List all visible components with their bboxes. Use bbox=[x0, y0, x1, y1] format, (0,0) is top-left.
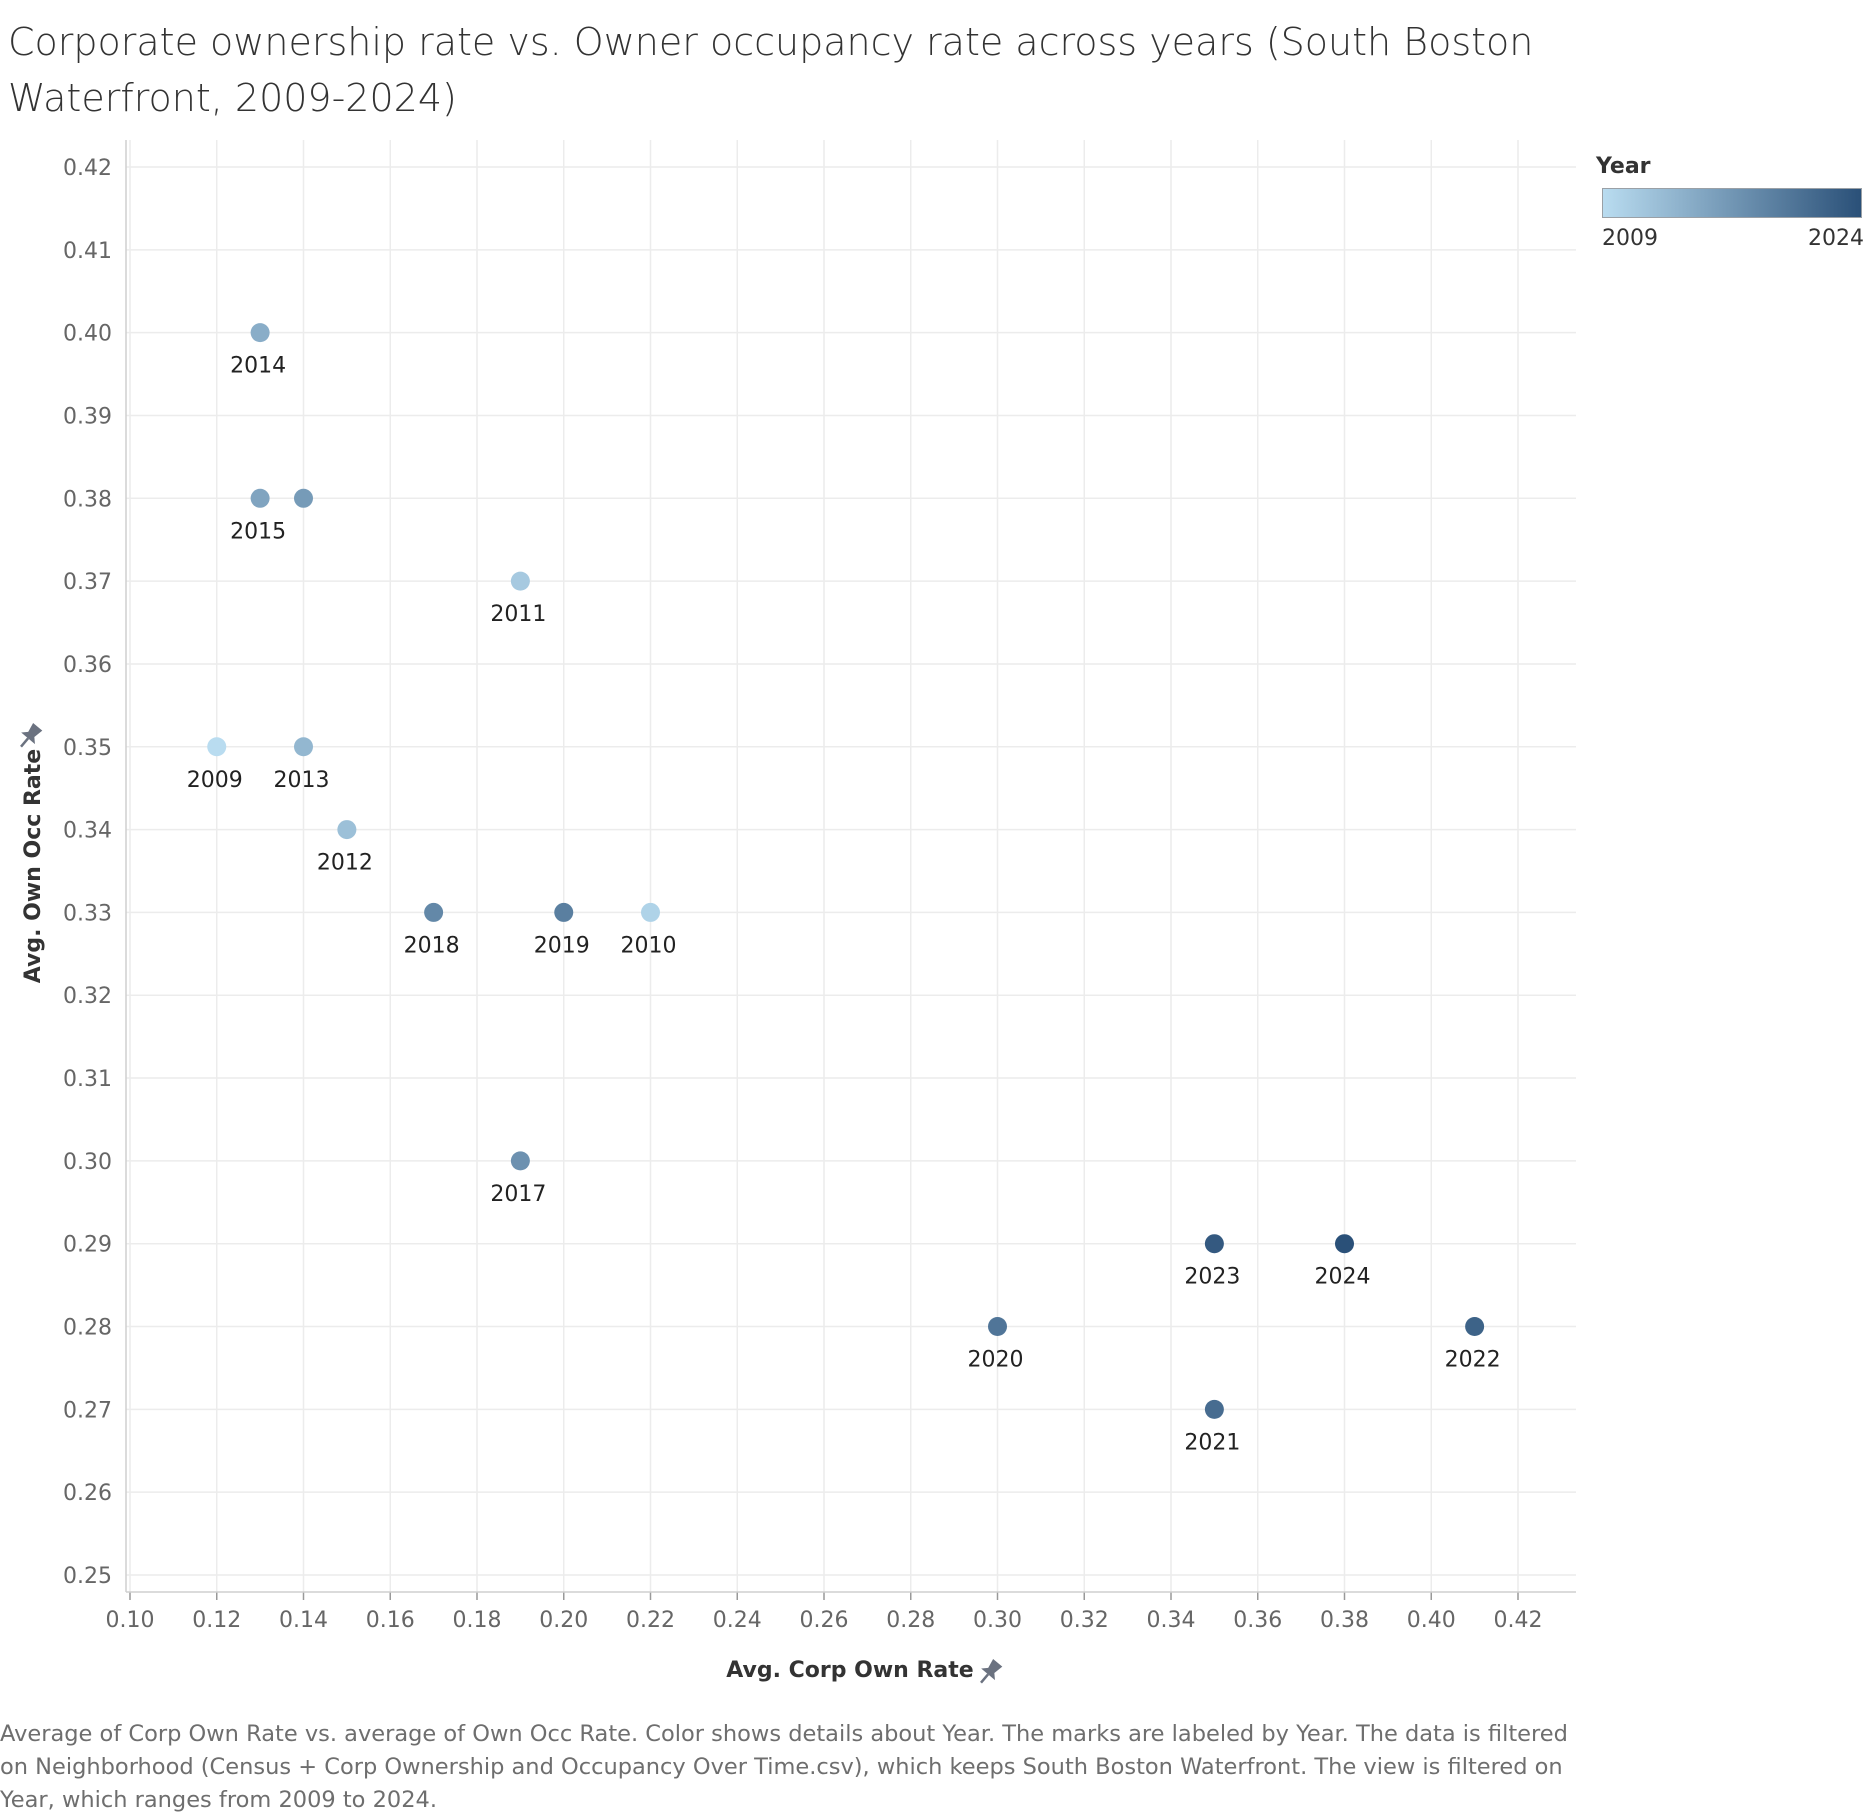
x-tick-label: 0.38 bbox=[1320, 1608, 1369, 1633]
y-tick-label: 0.26 bbox=[63, 1481, 112, 1506]
y-tick-label: 0.40 bbox=[63, 322, 112, 347]
data-point-2015[interactable] bbox=[250, 488, 270, 508]
data-labels: 2009 2010 2011 2012 2013 2014 2015 2017 2018 2019… bbox=[187, 354, 1501, 1456]
x-tick-label: 0.14 bbox=[279, 1608, 328, 1633]
y-tick-label: 0.42 bbox=[63, 156, 112, 181]
y-tick-label: 0.38 bbox=[63, 487, 112, 512]
data-point-2009[interactable] bbox=[207, 737, 227, 757]
data-label-2010: 2010 bbox=[621, 933, 677, 958]
scatter-chart: 0.10 0.12 0.14 0.16 0.18 0.20 0.22 0.24 0.26 0.28… bbox=[14, 140, 1576, 1688]
x-tick-label: 0.34 bbox=[1147, 1608, 1196, 1633]
data-point-2013[interactable] bbox=[294, 737, 313, 757]
data-point-2021[interactable] bbox=[1204, 1399, 1224, 1419]
data-label-2011: 2011 bbox=[490, 602, 546, 627]
data-label-2023: 2023 bbox=[1184, 1265, 1240, 1290]
data-label-2022: 2022 bbox=[1445, 1348, 1501, 1373]
x-tick-label: 0.16 bbox=[366, 1608, 415, 1633]
legend-title: Year bbox=[1596, 154, 1651, 179]
x-tick-label: 0.36 bbox=[1233, 1608, 1282, 1633]
y-tick-label: 0.29 bbox=[63, 1233, 112, 1258]
data-point-2020[interactable] bbox=[988, 1317, 1007, 1337]
data-point-2019[interactable] bbox=[554, 902, 574, 922]
y-tick-label: 0.36 bbox=[63, 653, 112, 678]
y-tick-label: 0.32 bbox=[63, 984, 112, 1009]
x-tick-label: 0.22 bbox=[626, 1608, 675, 1633]
data-point-2014[interactable] bbox=[250, 323, 270, 343]
y-tick-label: 0.37 bbox=[63, 570, 112, 595]
data-label-2013: 2013 bbox=[274, 768, 330, 793]
axes bbox=[125, 140, 1576, 1600]
data-label-2024: 2024 bbox=[1315, 1265, 1371, 1290]
x-tick-label: 0.18 bbox=[453, 1608, 502, 1633]
data-label-2015: 2015 bbox=[230, 519, 286, 544]
y-tick-label: 0.30 bbox=[63, 1150, 112, 1175]
data-label-2012: 2012 bbox=[317, 851, 373, 876]
y-axis-title: Avg. Own Occ Rate bbox=[21, 749, 46, 983]
data-point-2016[interactable] bbox=[294, 488, 313, 508]
y-tick-label: 0.33 bbox=[63, 901, 112, 926]
data-point-2012[interactable] bbox=[337, 820, 357, 840]
y-axis-pin-icon[interactable] bbox=[14, 721, 45, 752]
x-tick-label: 0.20 bbox=[539, 1608, 588, 1633]
x-tick-label: 0.12 bbox=[192, 1608, 241, 1633]
x-axis-title: Avg. Corp Own Rate bbox=[726, 1658, 973, 1683]
data-point-2010[interactable] bbox=[641, 902, 660, 922]
chart-title: Corporate ownership rate vs. Owner occup… bbox=[8, 20, 1534, 120]
y-tick-label: 0.35 bbox=[63, 736, 112, 761]
data-label-2018: 2018 bbox=[404, 933, 460, 958]
data-points bbox=[207, 323, 1485, 1419]
data-point-2024[interactable] bbox=[1335, 1234, 1354, 1254]
x-tick-label: 0.26 bbox=[800, 1608, 849, 1633]
y-tick-label: 0.27 bbox=[63, 1398, 112, 1423]
x-tick-label: 0.32 bbox=[1060, 1608, 1109, 1633]
data-label-2021: 2021 bbox=[1184, 1430, 1240, 1455]
chart-caption: Average of Corp Own Rate vs. average of … bbox=[0, 1721, 1568, 1813]
data-label-2020: 2020 bbox=[968, 1348, 1024, 1373]
x-tick-label: 0.30 bbox=[973, 1608, 1022, 1633]
legend-max-label: 2024 bbox=[1808, 226, 1864, 251]
x-tick-label: 0.42 bbox=[1494, 1608, 1543, 1633]
data-point-2011[interactable] bbox=[510, 571, 530, 591]
x-axis-pin-icon[interactable] bbox=[974, 1657, 1005, 1688]
x-tick-label: 0.28 bbox=[886, 1608, 935, 1633]
legend-min-label: 2009 bbox=[1602, 226, 1658, 251]
y-tick-label: 0.34 bbox=[63, 819, 112, 844]
x-tick-labels: 0.10 0.12 0.14 0.16 0.18 0.20 0.22 0.24 0.26 0.28… bbox=[106, 1608, 1543, 1633]
data-point-2017[interactable] bbox=[510, 1151, 530, 1171]
y-tick-labels: 0.42 0.41 0.40 0.39 0.38 0.37 0.36 0.35 0.34 0.33… bbox=[63, 156, 112, 1589]
data-label-2014: 2014 bbox=[230, 354, 286, 379]
y-tick-label: 0.28 bbox=[63, 1316, 112, 1341]
data-point-2023[interactable] bbox=[1204, 1234, 1224, 1254]
data-label-2009: 2009 bbox=[187, 768, 243, 793]
data-label-2019: 2019 bbox=[534, 933, 590, 958]
x-tick-label: 0.40 bbox=[1407, 1608, 1456, 1633]
y-tick-label: 0.25 bbox=[63, 1564, 112, 1589]
grid-lines bbox=[126, 140, 1576, 1592]
y-tick-label: 0.39 bbox=[63, 404, 112, 429]
x-tick-label: 0.24 bbox=[713, 1608, 762, 1633]
y-tick-label: 0.41 bbox=[63, 239, 112, 264]
data-point-2018[interactable] bbox=[424, 902, 444, 922]
y-tick-label: 0.31 bbox=[63, 1067, 112, 1092]
data-label-2017: 2017 bbox=[490, 1182, 546, 1207]
legend-color-ramp bbox=[1602, 188, 1862, 218]
x-tick-label: 0.10 bbox=[106, 1608, 155, 1633]
data-point-2022[interactable] bbox=[1465, 1317, 1485, 1337]
